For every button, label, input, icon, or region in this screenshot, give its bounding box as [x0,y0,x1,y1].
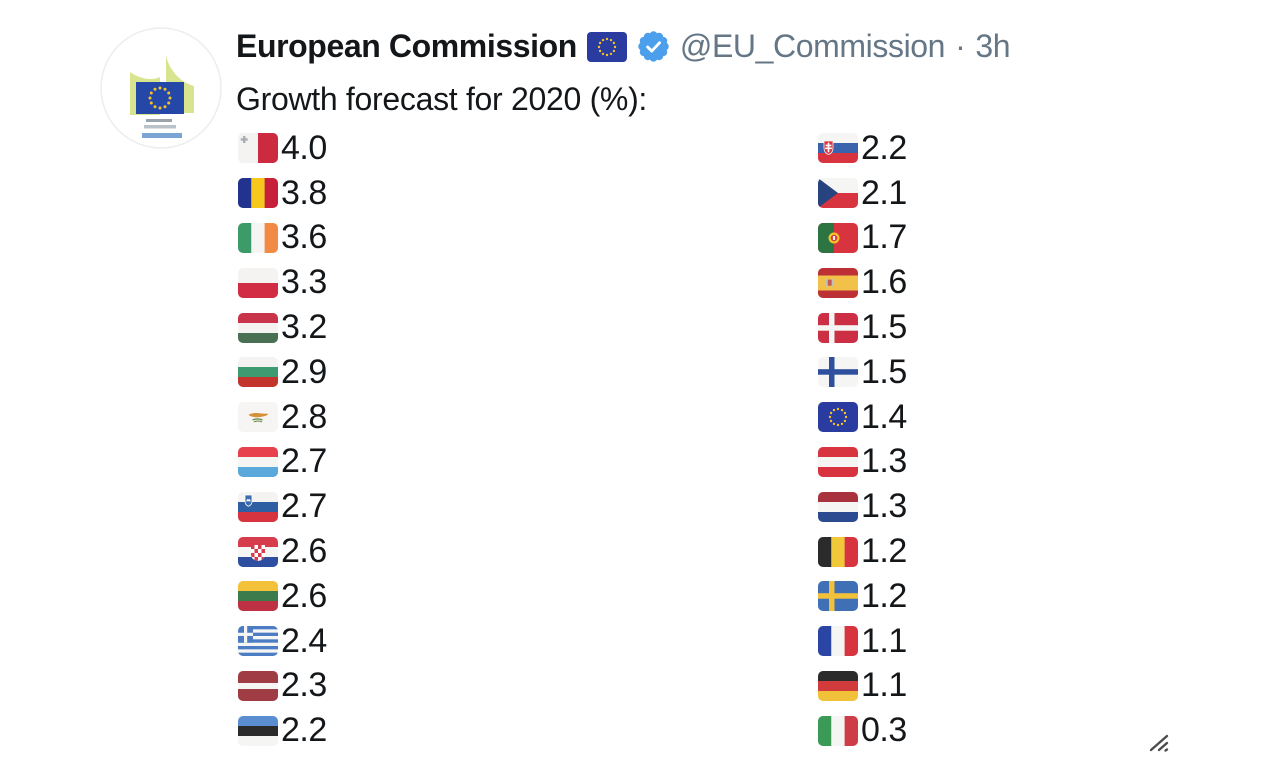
forecast-row: 3.2 [238,305,327,350]
tweet-header: European Commission @EU_Commission · 3h [236,28,1011,65]
column-right: 2.2 2.1 1.7 1.6 1.5 1.5 1.4 1.3 1.3 1.2 … [818,126,907,753]
pt-flag-icon [818,222,858,253]
forecast-row: 2.7 [238,440,327,485]
ee-flag-icon [238,715,278,746]
separator-dot: · [955,28,966,64]
si-flag-icon [238,491,278,522]
es-flag-icon [818,267,858,298]
bg-flag-icon [238,357,278,388]
gr-flag-icon [238,626,278,657]
se-flag-icon [818,581,858,612]
column-left: 4.0 3.8 3.6 3.3 3.2 2.9 2.8 2.7 2.7 2.6 … [238,126,327,753]
forecast-row: 2.6 [238,529,327,574]
pl-flag-icon [238,267,278,298]
mt-flag-icon [238,133,278,164]
ro-flag-icon [238,178,278,209]
hr-flag-icon [238,536,278,567]
forecast-value: 1.3 [861,442,907,481]
forecast-row: 2.9 [238,350,327,395]
forecast-row: 2.1 [818,171,907,216]
forecast-row: 1.3 [818,440,907,485]
forecast-row: 2.2 [818,126,907,171]
forecast-row: 2.6 [238,574,327,619]
forecast-value: 2.6 [281,576,327,615]
display-name[interactable]: European Commission [236,28,577,64]
forecast-value: 2.3 [281,666,327,705]
forecast-value: 2.6 [281,532,327,571]
forecast-row: 2.3 [238,664,327,709]
it-flag-icon [818,715,858,746]
forecast-row: 1.6 [818,260,907,305]
forecast-value: 1.2 [861,576,907,615]
forecast-row: 2.4 [238,619,327,664]
forecast-value: 2.7 [281,442,327,481]
lt-flag-icon [238,581,278,612]
at-flag-icon [818,446,858,477]
forecast-value: 2.8 [281,397,327,436]
forecast-row: 1.5 [818,305,907,350]
forecast-row: 2.2 [238,708,327,753]
forecast-value: 1.3 [861,487,907,526]
forecast-row: 1.7 [818,216,907,261]
forecast-value: 1.5 [861,352,907,391]
forecast-value: 3.6 [281,218,327,257]
avatar[interactable] [100,27,222,149]
cy-flag-icon [238,402,278,433]
forecast-value: 2.1 [861,173,907,212]
eu-flag-icon [586,31,627,62]
hu-flag-icon [238,312,278,343]
lv-flag-icon [238,670,278,701]
forecast-row: 2.7 [238,484,327,529]
ie-flag-icon [238,222,278,253]
forecast-row: 2.8 [238,395,327,440]
forecast-row: 1.5 [818,350,907,395]
forecast-value: 1.1 [861,666,907,705]
forecast-value: 1.4 [861,397,907,436]
forecast-value: 3.8 [281,173,327,212]
fi-flag-icon [818,357,858,388]
lu-flag-icon [238,446,278,477]
dk-flag-icon [818,312,858,343]
european-commission-logo-icon [100,27,222,149]
forecast-value: 2.2 [281,711,327,750]
forecast-row: 1.4 [818,395,907,440]
forecast-row: 1.1 [818,619,907,664]
resize-handle-icon[interactable] [1146,731,1172,753]
tweet-text: Growth forecast for 2020 (%): [236,81,648,117]
forecast-row: 1.3 [818,484,907,529]
forecast-value: 4.0 [281,128,327,167]
forecast-value: 1.2 [861,532,907,571]
forecast-value: 2.7 [281,487,327,526]
cz-flag-icon [818,178,858,209]
eu-flag-icon [818,402,858,433]
forecast-value: 1.6 [861,263,907,302]
forecast-row: 0.3 [818,708,907,753]
forecast-value: 2.9 [281,352,327,391]
nl-flag-icon [818,491,858,522]
de-flag-icon [818,670,858,701]
user-handle[interactable]: @EU_Commission [679,28,946,64]
sk-flag-icon [818,133,858,164]
forecast-value: 1.7 [861,218,907,257]
forecast-row: 1.2 [818,574,907,619]
be-flag-icon [818,536,858,567]
forecast-value: 3.3 [281,263,327,302]
forecast-value: 0.3 [861,711,907,750]
forecast-value: 2.4 [281,621,327,660]
forecast-value: 1.5 [861,308,907,347]
fr-flag-icon [818,626,858,657]
forecast-row: 4.0 [238,126,327,171]
forecast-row: 3.6 [238,216,327,261]
forecast-value: 1.1 [861,621,907,660]
forecast-value: 3.2 [281,308,327,347]
forecast-row: 3.3 [238,260,327,305]
forecast-value: 2.2 [861,128,907,167]
verified-badge-icon [637,30,670,63]
forecast-row: 3.8 [238,171,327,216]
timestamp[interactable]: 3h [975,28,1011,64]
forecast-row: 1.1 [818,664,907,709]
forecast-row: 1.2 [818,529,907,574]
